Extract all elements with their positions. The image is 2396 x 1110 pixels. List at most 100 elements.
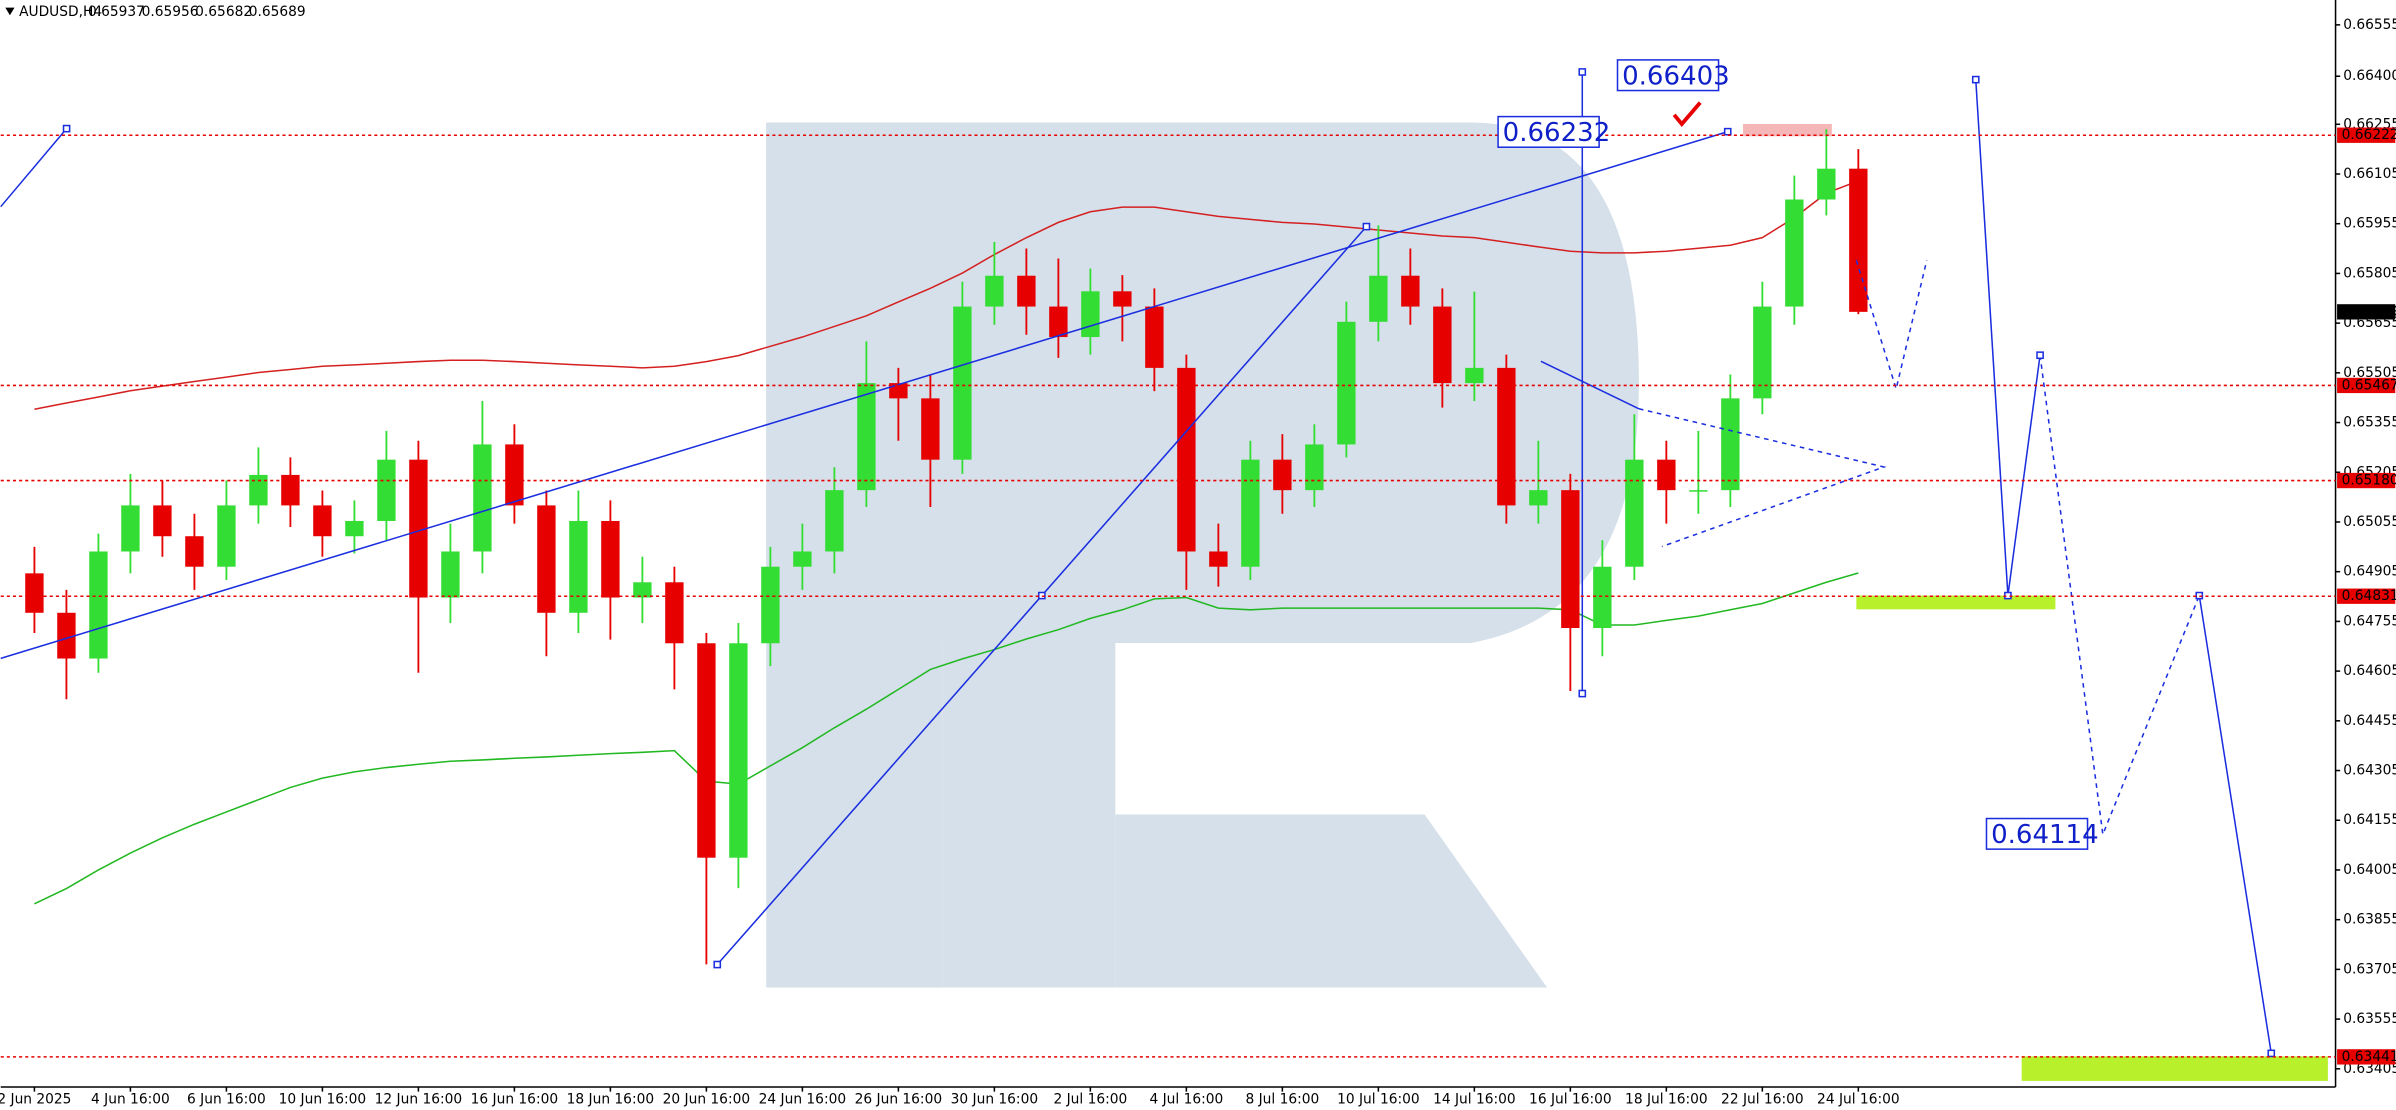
candle-body: [1625, 459, 1644, 567]
candle-body: [313, 505, 332, 537]
y-tick-label: 0.64905: [2343, 564, 2396, 580]
candle-body: [665, 582, 684, 644]
candle-body: [985, 275, 1004, 307]
candle-body: [377, 459, 396, 521]
x-tick-label: 22 Jul 16:00: [1721, 1091, 1804, 1107]
moving-average: [34, 180, 1859, 411]
candle-body: [409, 459, 428, 598]
y-tick-label: 0.64155: [2343, 812, 2396, 828]
candle-body: [537, 505, 556, 613]
menu-arrow: [5, 7, 15, 16]
x-tick-label: 8 Jul 16:00: [1245, 1091, 1319, 1107]
candle-body: [1401, 275, 1420, 307]
candle-body: [57, 612, 76, 659]
level-label: 0.65180: [2342, 473, 2396, 489]
candle-body: [793, 551, 812, 567]
y-tick-label: 0.63405: [2343, 1061, 2396, 1077]
candle-body: [633, 582, 652, 598]
y-tick-label: 0.64755: [2343, 613, 2396, 629]
candle-body: [185, 536, 204, 567]
y-tick-label: 0.63705: [2343, 961, 2396, 977]
zone: [1743, 124, 1832, 137]
candle-body: [1849, 168, 1868, 312]
candle-body: [1529, 490, 1548, 506]
x-tick-label: 14 Jul 16:00: [1433, 1091, 1516, 1107]
candle-body: [473, 444, 492, 552]
y-tick-label: 0.64005: [2343, 862, 2396, 878]
annotation-box: [1497, 115, 1600, 148]
candle-body: [1817, 168, 1836, 200]
candle-body: [1785, 199, 1804, 307]
candle-body: [345, 520, 364, 537]
x-tick-label: 2 Jun 2025: [0, 1091, 71, 1107]
y-tick-label: 0.63855: [2343, 912, 2396, 928]
level-tag: [2337, 127, 2396, 143]
x-tick-label: 16 Jun 16:00: [471, 1091, 558, 1107]
level-label: 0.63441: [2342, 1049, 2396, 1065]
candle-body: [1241, 459, 1260, 567]
candle-body: [825, 490, 844, 552]
candle-body: [1209, 551, 1228, 567]
y-tick-label: 0.65505: [2343, 365, 2396, 381]
candle-body: [1145, 306, 1164, 368]
candle-body: [89, 551, 108, 659]
zone: [1856, 595, 2056, 610]
candle-body: [153, 505, 172, 537]
level-label: 0.66222: [2342, 127, 2396, 143]
x-tick-label: 18 Jun 16:00: [567, 1091, 654, 1107]
candle-body: [1113, 291, 1132, 307]
candle-body: [1177, 367, 1196, 552]
x-tick-label: 4 Jun 16:00: [91, 1091, 170, 1107]
plot-area: [25, 129, 1868, 965]
x-tick-label: 4 Jul 16:00: [1149, 1091, 1223, 1107]
candle-body: [1081, 291, 1100, 338]
last-price-label: 0.65689: [2342, 304, 2396, 320]
x-tick-label: 10 Jun 16:00: [279, 1091, 366, 1107]
candle-body: [889, 383, 908, 399]
x-tick-label: 24 Jun 16:00: [759, 1091, 846, 1107]
candle-body: [1465, 367, 1484, 384]
candle-body: [121, 505, 140, 552]
x-tick-label: 12 Jun 16:00: [375, 1091, 462, 1107]
candle-body: [953, 306, 972, 460]
candle-body: [1273, 459, 1292, 491]
candle-body: [761, 566, 780, 644]
y-tick-label: 0.65055: [2343, 514, 2396, 530]
annotation-label: 0.64114: [1991, 820, 2099, 850]
level-label: 0.64831: [2342, 588, 2396, 604]
x-tick-label: 20 Jun 16:00: [663, 1091, 750, 1107]
x-tick-label: 18 Jul 16:00: [1625, 1091, 1708, 1107]
y-tick-label: 0.64605: [2343, 663, 2396, 679]
symbol: AUDUSD,H4: [19, 4, 102, 20]
candle-body: [569, 520, 588, 613]
annotation-label: 0.66403: [1622, 61, 1730, 91]
candle-body: [1049, 306, 1068, 338]
x-tick-label: 24 Jul 16:00: [1817, 1091, 1900, 1107]
header-price: 0.65682: [195, 4, 252, 20]
level-tag: [2337, 377, 2396, 394]
y-tick-label: 0.66105: [2343, 166, 2396, 182]
candle-body: [1561, 490, 1580, 629]
y-tick-label: 0.64455: [2343, 713, 2396, 729]
candle-body: [1657, 459, 1676, 491]
zone: [2021, 1056, 2328, 1081]
level-tag: [2337, 588, 2396, 604]
candle-body: [217, 505, 236, 567]
header-price: 0.65956: [142, 4, 199, 20]
y-tick-label: 0.65805: [2343, 265, 2396, 281]
level-tag: [2337, 1049, 2396, 1065]
level-label: 0.65467: [2342, 377, 2396, 393]
last-price-tag: [2337, 304, 2396, 320]
check-mark: [1672, 101, 1702, 127]
y-tick-label: 0.63555: [2343, 1011, 2396, 1027]
candle-body: [249, 474, 268, 506]
x-tick-label: 2 Jul 16:00: [1053, 1091, 1127, 1107]
candle-body: [1369, 275, 1388, 322]
candle-body: [281, 474, 300, 506]
y-tick-label: 0.64305: [2343, 763, 2396, 779]
candle-body: [1017, 275, 1036, 307]
watermark: [766, 122, 1639, 988]
